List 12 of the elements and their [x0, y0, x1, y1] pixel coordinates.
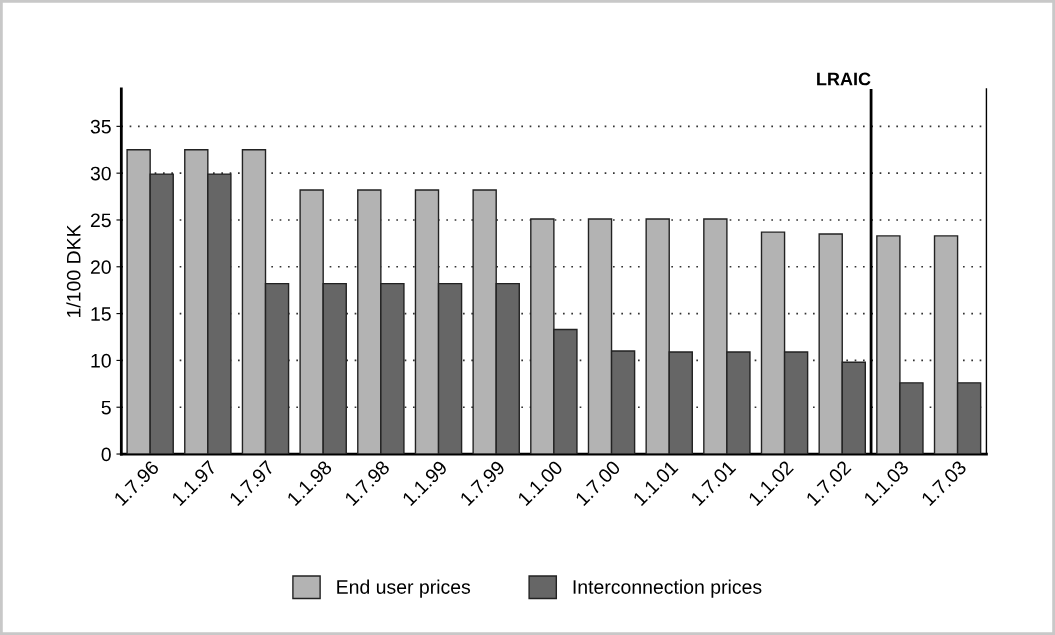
y-tick-label: 35	[90, 119, 111, 134]
y-axis-title: 1/100 DKK	[66, 224, 81, 317]
y-tick-label: 0	[101, 447, 111, 462]
ref-line-label: LRAIC	[817, 72, 871, 86]
y-tick-label: 5	[101, 400, 111, 415]
legend-label: End user prices	[337, 579, 471, 598]
y-tick-label: 30	[90, 166, 111, 181]
legend-label: Interconnection prices	[573, 579, 762, 598]
y-tick-label: 25	[90, 213, 111, 228]
y-tick-label: 15	[91, 307, 111, 321]
y-tick-label: 10	[91, 353, 111, 368]
y-tick-label: 20	[90, 260, 111, 275]
